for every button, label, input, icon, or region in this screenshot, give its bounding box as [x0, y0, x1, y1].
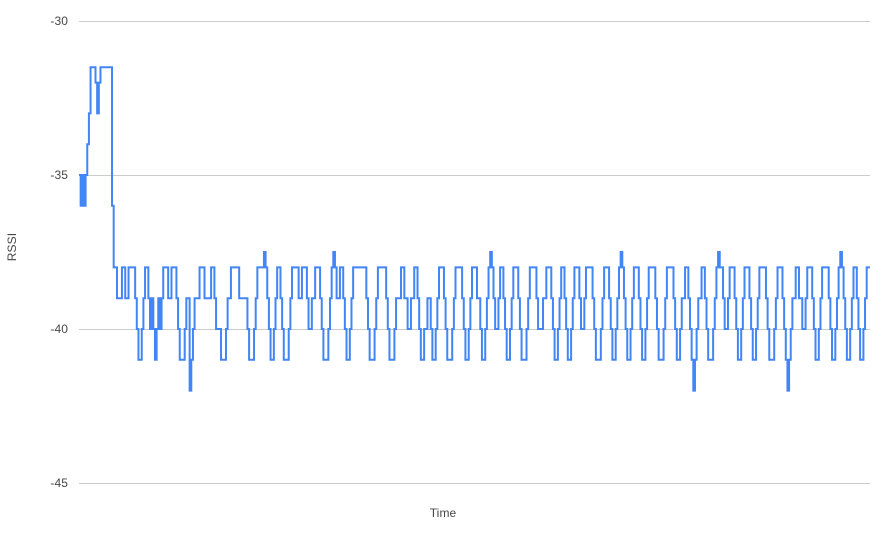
y-axis-title: RSSI — [5, 232, 19, 262]
gridlines-group — [79, 21, 870, 484]
y-axis-tick-label-1: -35 — [50, 167, 68, 182]
x-axis-title: Time — [429, 506, 457, 520]
series-line-rssi — [79, 66, 870, 392]
y-axis-tick-label-0: -30 — [50, 13, 68, 28]
data-series-group — [79, 66, 870, 392]
y-axis-tick-label-2: -40 — [50, 321, 68, 336]
y-axis-tick-label-3: -45 — [50, 475, 68, 490]
